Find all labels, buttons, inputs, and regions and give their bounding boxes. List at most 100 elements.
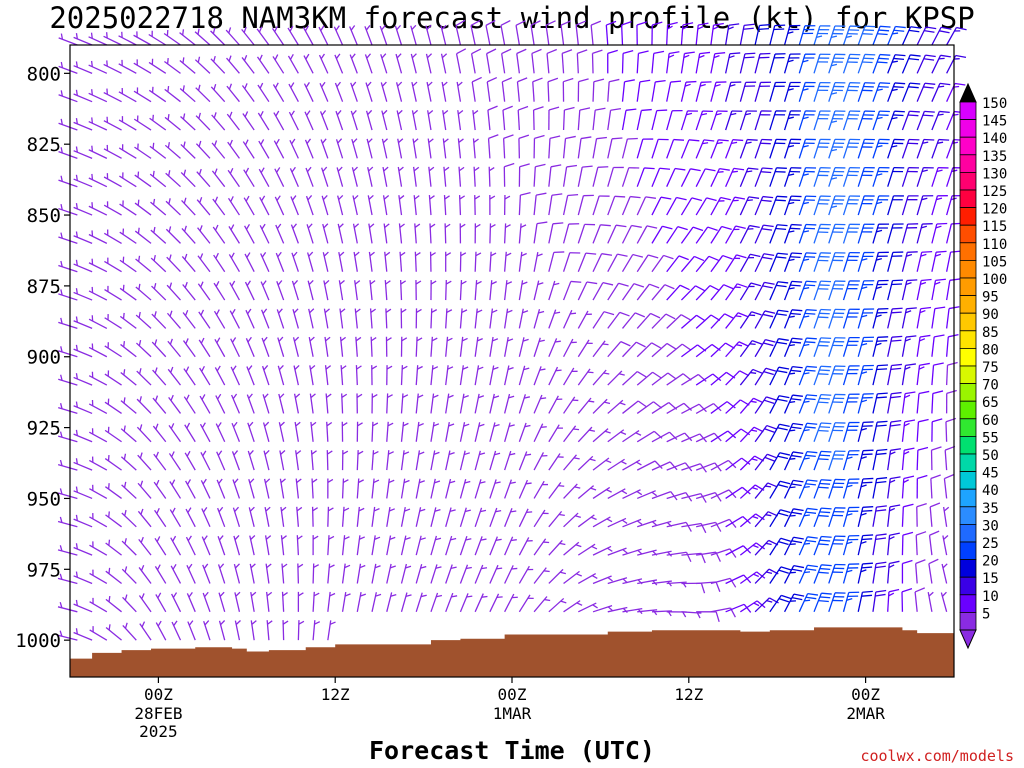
barb-feather xyxy=(360,593,367,597)
barb-shaft xyxy=(400,365,404,386)
barb-shaft xyxy=(138,595,152,613)
barb-shaft xyxy=(489,393,495,414)
wind-barb xyxy=(680,168,701,187)
barb-shaft xyxy=(119,175,137,188)
barb-feather xyxy=(863,449,874,452)
barb-feather xyxy=(310,365,316,370)
barb-feather xyxy=(90,60,93,67)
wind-barb xyxy=(783,138,802,159)
barb-feather xyxy=(860,540,867,545)
wind-barb xyxy=(244,223,255,244)
barb-feather xyxy=(430,280,437,285)
barb-shaft xyxy=(58,65,78,74)
barb-shaft xyxy=(857,450,864,471)
barb-feather xyxy=(261,223,266,230)
wind-barb xyxy=(769,594,792,613)
barb-feather xyxy=(791,454,802,458)
barb-feather xyxy=(653,401,663,409)
barb-feather xyxy=(381,53,387,59)
barb-feather xyxy=(124,622,128,629)
barb-shaft xyxy=(548,597,565,613)
barb-feather xyxy=(806,309,817,311)
barb-feather xyxy=(819,341,830,343)
barb-shaft xyxy=(73,93,93,103)
barb-shaft xyxy=(857,507,864,527)
barb-feather xyxy=(543,570,550,573)
barb-shaft xyxy=(651,225,663,244)
barb-shaft xyxy=(103,232,122,244)
wind-barb xyxy=(533,480,549,499)
barb-shaft xyxy=(290,196,299,216)
barb-shaft xyxy=(276,281,285,301)
wind-barb xyxy=(577,514,597,528)
barb-feather xyxy=(59,403,63,409)
barb-feather xyxy=(280,478,286,484)
barb-shaft xyxy=(371,535,376,556)
barb-feather xyxy=(138,311,141,318)
wind-barb xyxy=(887,391,902,414)
barb-shaft xyxy=(813,54,821,74)
wind-barb xyxy=(695,285,720,301)
wind-barb xyxy=(415,393,424,414)
barb-feather xyxy=(491,281,497,285)
wind-barb xyxy=(341,421,348,442)
barb-shaft xyxy=(842,110,851,131)
barb-feather xyxy=(465,566,472,570)
wind-barb xyxy=(73,401,93,415)
wind-barb xyxy=(103,116,122,131)
wind-barb xyxy=(386,478,395,499)
barb-feather xyxy=(614,195,626,198)
barb-feather xyxy=(668,54,675,59)
barb-shaft xyxy=(754,139,763,159)
barb-feather xyxy=(305,53,310,60)
wind-barb xyxy=(857,506,874,527)
barb-feather xyxy=(399,223,405,228)
wind-barb xyxy=(533,163,546,187)
barb-feather xyxy=(325,336,331,342)
barb-shaft xyxy=(901,252,908,272)
wind-barb xyxy=(275,223,285,244)
wind-barb xyxy=(58,374,78,386)
barb-feather xyxy=(168,226,172,233)
barb-shaft xyxy=(197,283,211,301)
wind-barb xyxy=(545,20,556,46)
barb-feather xyxy=(75,514,78,521)
barb-feather xyxy=(305,82,310,88)
wind-barb xyxy=(533,308,545,329)
barb-feather xyxy=(328,535,335,540)
wind-barb xyxy=(445,535,457,556)
barb-shaft xyxy=(168,425,182,443)
barb-feather xyxy=(506,281,513,285)
barb-feather xyxy=(370,308,377,313)
barb-shaft xyxy=(666,81,672,102)
wind-barb xyxy=(577,426,596,443)
barb-feather xyxy=(714,462,722,472)
barb-shaft xyxy=(666,402,685,414)
barb-feather xyxy=(259,110,264,117)
wind-barb xyxy=(842,251,860,272)
barb-shaft xyxy=(577,110,581,131)
barb-shaft xyxy=(504,393,511,414)
barb-shaft xyxy=(562,338,574,358)
barb-shaft xyxy=(103,35,122,46)
barb-feather xyxy=(575,515,581,518)
barb-feather xyxy=(199,225,203,232)
wind-barb xyxy=(277,336,285,357)
barb-feather xyxy=(219,563,225,569)
barb-feather xyxy=(707,226,718,232)
wind-barb xyxy=(217,563,226,584)
barb-feather xyxy=(694,255,705,262)
barb-shaft xyxy=(666,255,680,273)
wind-barb xyxy=(397,166,404,187)
wind-barb xyxy=(58,403,78,415)
barb-feather xyxy=(532,77,543,83)
barb-feather xyxy=(388,451,394,455)
barb-shaft xyxy=(725,545,744,556)
barb-feather xyxy=(934,334,945,338)
barb-feather xyxy=(477,366,484,370)
barb-shaft xyxy=(335,110,344,131)
barb-shaft xyxy=(119,315,137,329)
wind-barb xyxy=(199,422,211,443)
barb-feather xyxy=(909,82,921,85)
barb-feather xyxy=(590,516,597,521)
